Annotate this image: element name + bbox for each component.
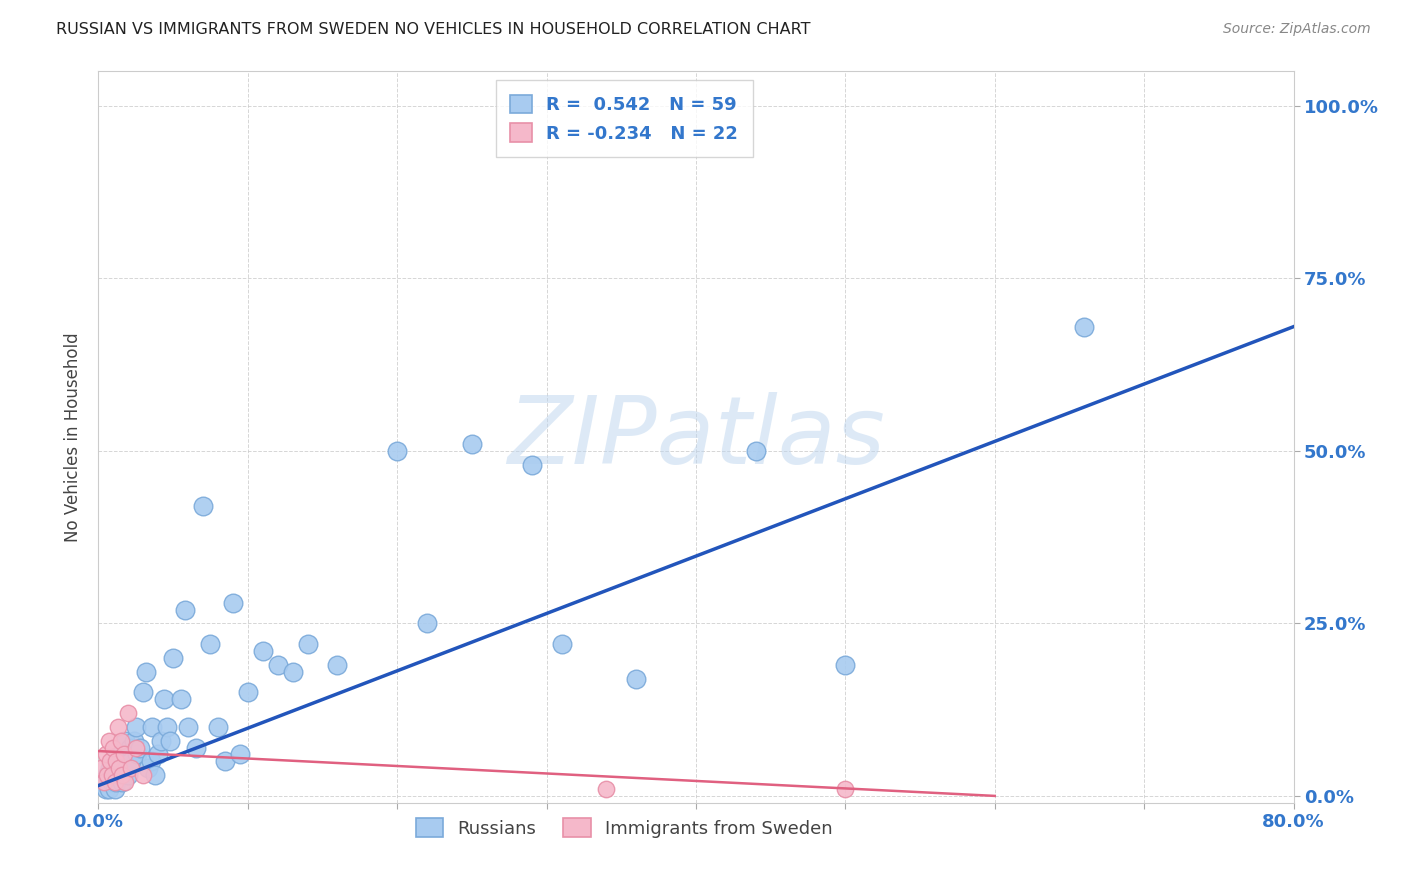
Point <box>98 755 122 769</box>
Point <box>108 761 131 775</box>
Point <box>222 596 245 610</box>
Point <box>101 768 124 782</box>
Point <box>112 747 135 762</box>
Point <box>104 782 127 797</box>
Y-axis label: No Vehicles in Household: No Vehicles in Household <box>63 332 82 542</box>
Point <box>114 775 136 789</box>
Point <box>94 747 117 762</box>
Point <box>110 747 132 762</box>
Point <box>111 768 134 782</box>
Point <box>207 720 229 734</box>
Point <box>108 768 131 782</box>
Point <box>91 775 114 789</box>
Point <box>105 775 128 789</box>
Point <box>94 782 117 797</box>
Point <box>177 720 200 734</box>
Point <box>326 657 349 672</box>
Point <box>267 657 290 672</box>
Point <box>118 740 141 755</box>
Point <box>111 775 134 789</box>
Point <box>153 692 176 706</box>
Point <box>136 761 159 775</box>
Point <box>90 761 112 775</box>
Point <box>461 437 484 451</box>
Point <box>125 720 148 734</box>
Point <box>169 692 191 706</box>
Point <box>107 720 129 734</box>
Point <box>150 733 173 747</box>
Point <box>174 602 197 616</box>
Point <box>117 768 139 782</box>
Point <box>110 733 132 747</box>
Legend: Russians, Immigrants from Sweden: Russians, Immigrants from Sweden <box>409 811 839 845</box>
Point <box>184 740 207 755</box>
Point <box>1073 319 1095 334</box>
Point <box>200 637 222 651</box>
Text: ZIPatlas: ZIPatlas <box>508 392 884 483</box>
Point <box>124 733 146 747</box>
Point <box>148 747 170 762</box>
Point <box>141 720 163 734</box>
Point <box>103 768 125 782</box>
Point <box>120 755 142 769</box>
Point <box>96 768 118 782</box>
Point <box>127 747 149 762</box>
Point <box>96 768 118 782</box>
Point <box>132 768 155 782</box>
Point <box>520 458 543 472</box>
Point <box>229 747 252 762</box>
Text: RUSSIAN VS IMMIGRANTS FROM SWEDEN NO VEHICLES IN HOUSEHOLD CORRELATION CHART: RUSSIAN VS IMMIGRANTS FROM SWEDEN NO VEH… <box>56 22 811 37</box>
Point <box>595 782 617 797</box>
Point <box>103 740 125 755</box>
Point <box>115 761 138 775</box>
Point <box>214 755 236 769</box>
Point <box>191 499 214 513</box>
Point <box>97 782 120 797</box>
Point <box>156 720 179 734</box>
Point <box>114 733 136 747</box>
Point <box>385 443 409 458</box>
Point <box>162 651 184 665</box>
Point <box>132 685 155 699</box>
Point <box>834 657 856 672</box>
Point <box>93 775 115 789</box>
Point <box>117 706 139 720</box>
Point <box>550 637 572 651</box>
Point <box>101 775 124 789</box>
Point <box>281 665 304 679</box>
Point <box>252 644 274 658</box>
Point <box>159 733 181 747</box>
Point <box>107 755 129 769</box>
Point <box>104 775 127 789</box>
Point <box>236 685 259 699</box>
Point <box>834 782 856 797</box>
Point <box>135 665 157 679</box>
Point <box>745 443 768 458</box>
Point <box>125 740 148 755</box>
Text: Source: ZipAtlas.com: Source: ZipAtlas.com <box>1223 22 1371 37</box>
Point <box>143 768 166 782</box>
Point <box>297 637 319 651</box>
Point <box>120 761 142 775</box>
Point <box>105 755 128 769</box>
Point <box>416 616 439 631</box>
Point <box>129 740 152 755</box>
Point <box>97 733 120 747</box>
Point <box>139 755 162 769</box>
Point <box>626 672 648 686</box>
Point <box>98 761 122 775</box>
